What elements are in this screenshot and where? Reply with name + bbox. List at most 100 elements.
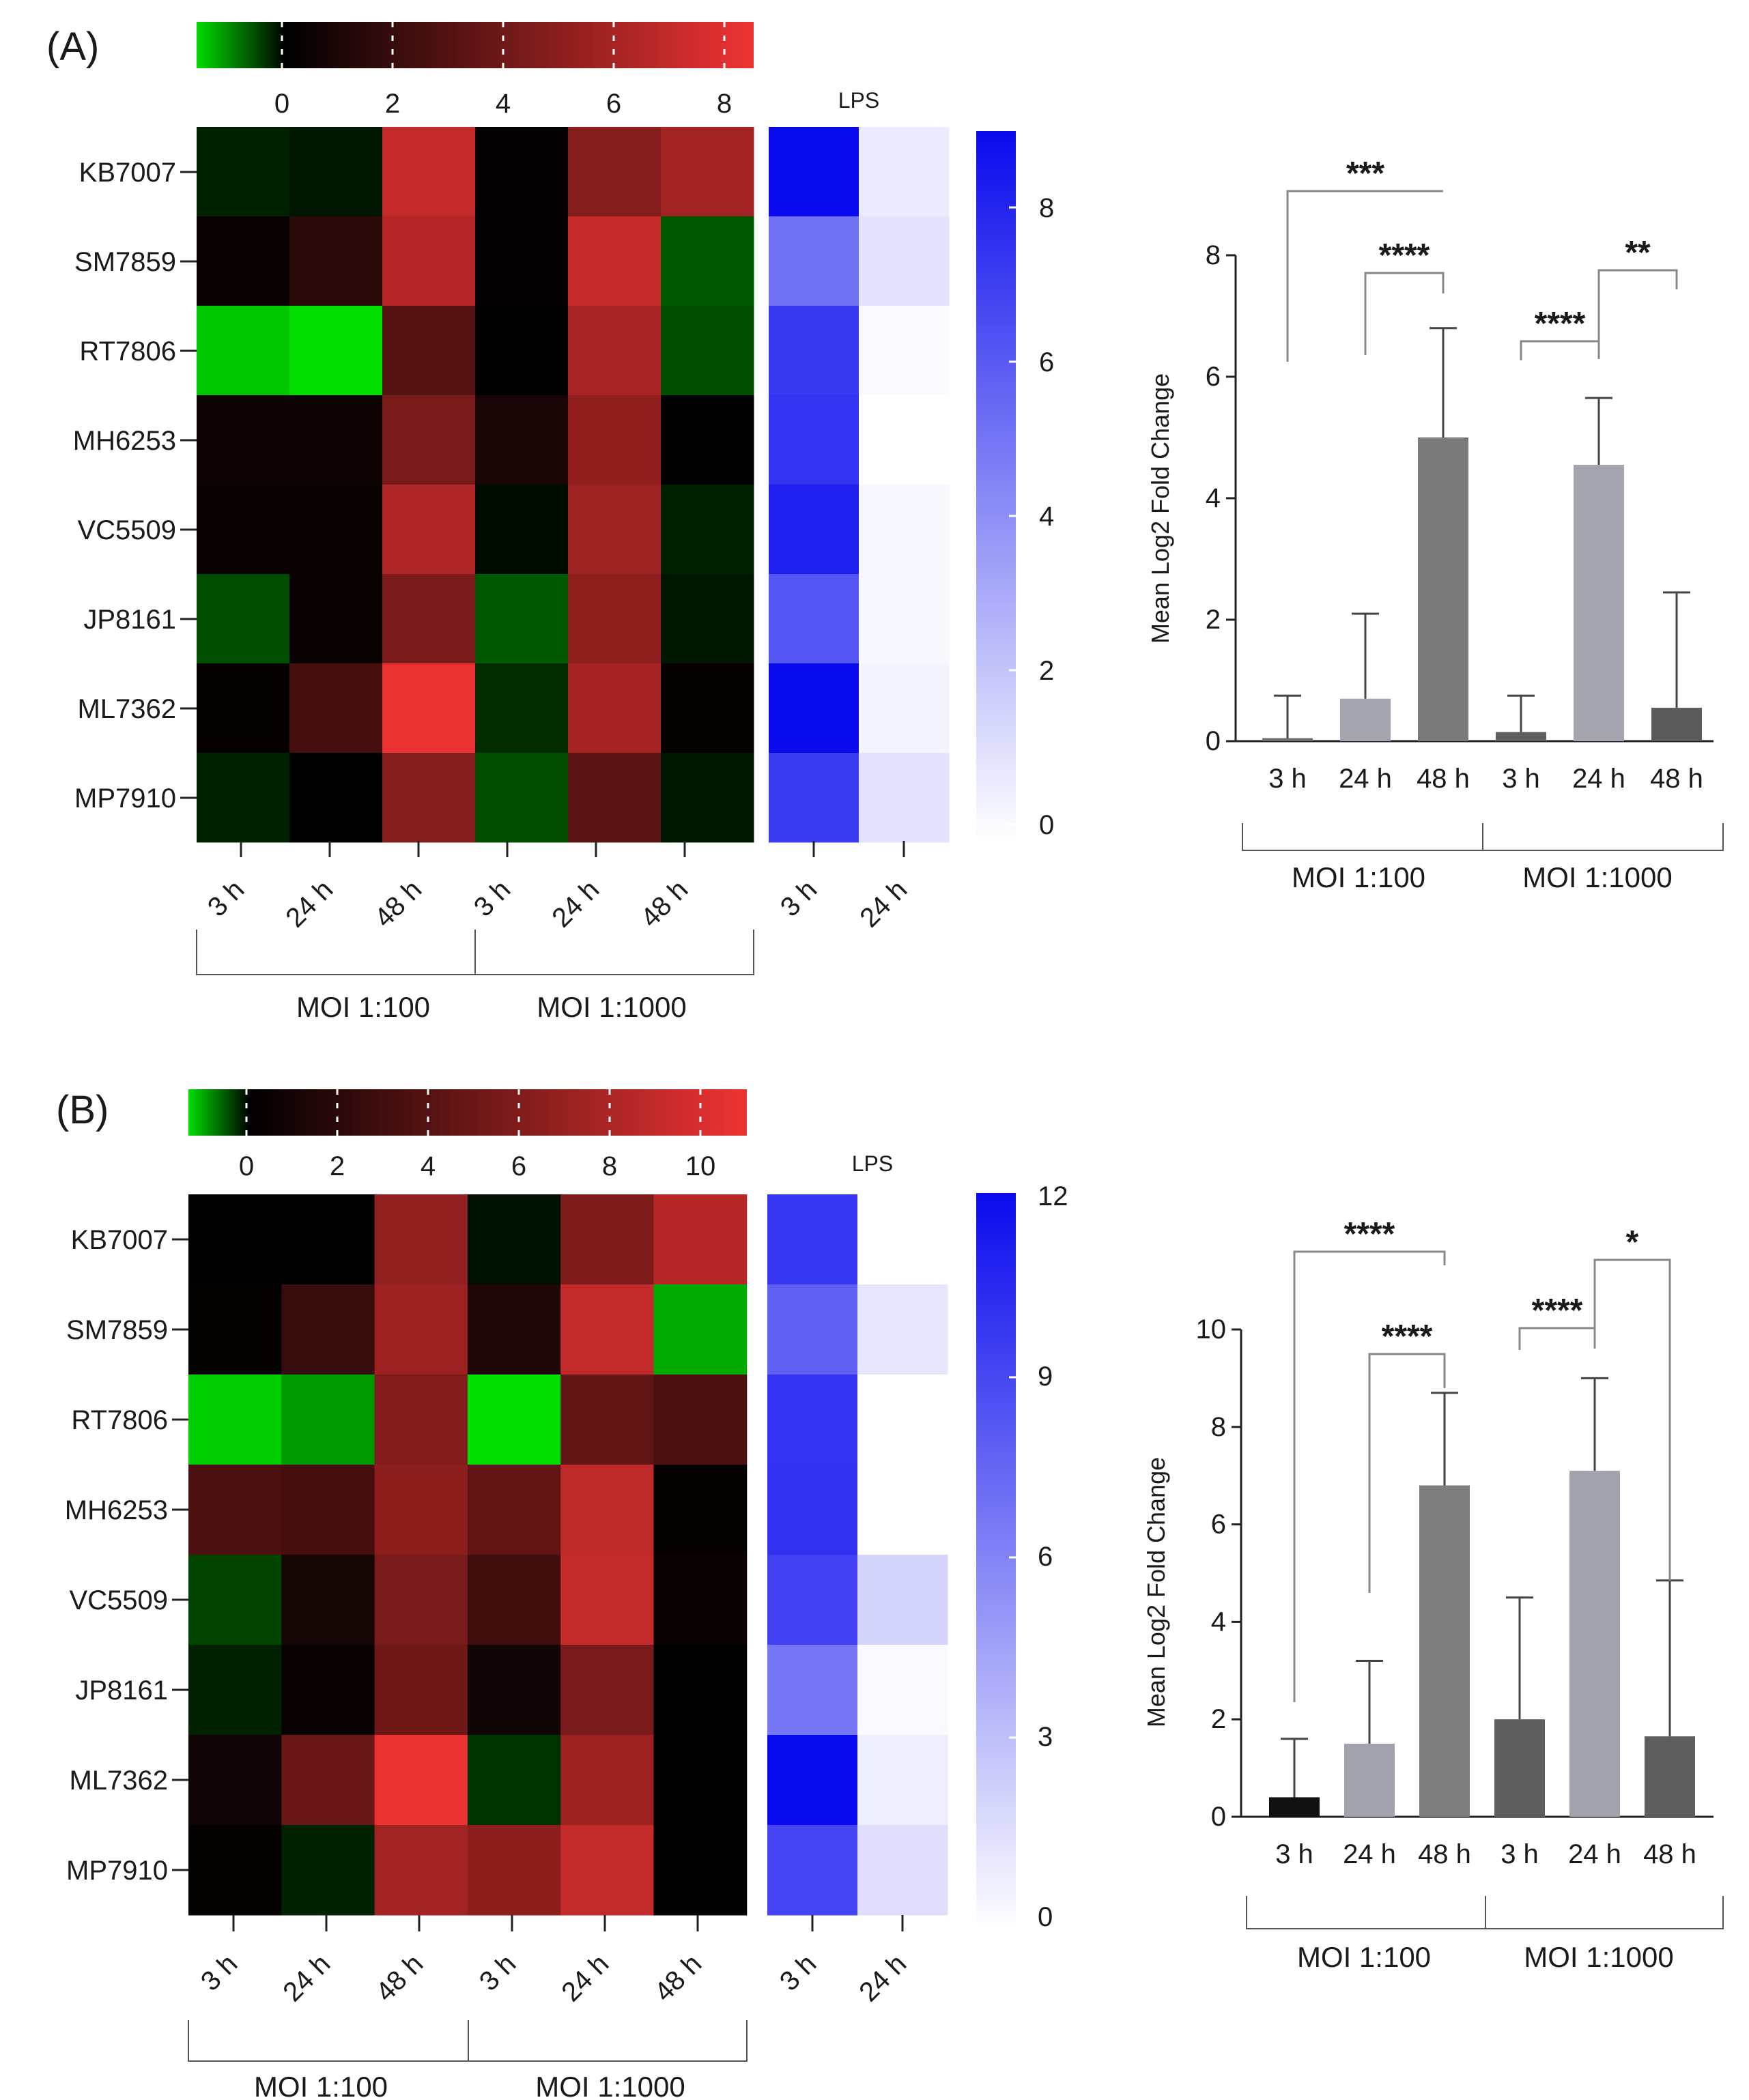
significance-bracket — [1520, 340, 1600, 360]
heatmap-cell — [197, 306, 290, 396]
lps-heatmap-cell — [857, 1465, 948, 1555]
lps-heatmap-cell — [767, 1645, 858, 1736]
panel-b-group-label: MOI 1:1000 — [535, 2071, 685, 2100]
heatmap-cell — [197, 127, 290, 217]
row-label: MH6253 — [65, 1495, 168, 1525]
heatmap-cell — [197, 485, 290, 575]
y-tick-label: 4 — [1211, 1607, 1226, 1637]
significance-bracket — [1368, 1353, 1446, 1593]
heatmap-cell — [568, 753, 662, 843]
heatmap-cell — [661, 127, 754, 217]
lps-heatmap-cell — [857, 1375, 948, 1465]
y-tick-label: 0 — [1211, 1802, 1226, 1832]
lps-column-label: 24 h — [853, 1948, 912, 2007]
y-tick-label: 6 — [1211, 1510, 1226, 1540]
heatmap-cell — [467, 1735, 561, 1826]
lps-heatmap-cell — [769, 395, 859, 485]
heatmap-cell — [281, 1375, 375, 1465]
heatmap-cell — [568, 127, 662, 217]
lps-column-label: 3 h — [774, 1948, 822, 1996]
heatmap-cell — [568, 216, 662, 306]
panel-a-group-bracket — [196, 930, 754, 975]
row-label: ML7362 — [77, 694, 176, 724]
panel-b-bar-group-label: MOI 1:1000 — [1524, 1941, 1673, 1973]
panel-a-bar-group-bracket — [1242, 823, 1724, 851]
column-label: 24 h — [277, 1948, 336, 2007]
lps-column-label: 24 h — [854, 874, 913, 933]
row-label: KB7007 — [71, 1225, 168, 1255]
bar — [1340, 698, 1391, 741]
heatmap-cell — [188, 1284, 282, 1375]
heatmap-cell — [560, 1735, 654, 1826]
panel-a-bar-group-label: MOI 1:100 — [1292, 861, 1425, 893]
heatmap-cell — [560, 1465, 654, 1555]
heatmap-cell — [374, 1645, 468, 1736]
bar — [1262, 738, 1313, 741]
heatmap-cell — [289, 127, 383, 217]
heatmap-cell — [281, 1284, 375, 1375]
heatmap-cell — [653, 1194, 748, 1285]
lps-heatmap-cell — [857, 1284, 948, 1375]
heatmap-cell — [289, 485, 383, 575]
heatmap-cell — [475, 753, 569, 843]
heatmap-cell — [197, 574, 290, 664]
heatmap-cell — [475, 127, 569, 217]
x-tick-label: 3 h — [1501, 1839, 1539, 1869]
significance-label: **** — [1379, 238, 1430, 274]
significance-bracket — [1593, 1258, 1671, 1581]
panel-a-lps-colorbar-tick: 6 — [1039, 347, 1054, 377]
row-label: KB7007 — [79, 158, 176, 188]
panel-b-label: (B) — [56, 1088, 109, 1132]
heatmap-cell — [475, 485, 569, 575]
lps-heatmap-cell — [769, 663, 859, 753]
panel-a-lps-colorbar — [976, 131, 1016, 841]
lps-heatmap-cell — [767, 1825, 858, 1916]
heatmap-cell — [560, 1645, 654, 1736]
panel-a-group-label: MOI 1:1000 — [537, 991, 686, 1023]
bar — [1494, 1719, 1545, 1817]
heatmap-cell — [661, 216, 754, 306]
x-tick-label: 3 h — [1268, 764, 1307, 794]
heatmap-cell — [467, 1645, 561, 1736]
panel-b: (B) 0 2 4 6 8 10 LPS KB7007 SM7859 RT780… — [56, 1088, 1724, 2100]
heatmap-cell — [188, 1735, 282, 1826]
lps-heatmap-cell — [859, 395, 950, 485]
heatmap-cell — [374, 1735, 468, 1826]
lps-heatmap-cell — [857, 1194, 948, 1285]
bar — [1496, 732, 1546, 741]
panel-a-colorbar-tick: 0 — [274, 89, 289, 119]
lps-heatmap-cell — [767, 1465, 858, 1555]
significance-bracket — [1597, 269, 1678, 359]
heatmap-cell — [560, 1555, 654, 1645]
panel-a-lps-colorbar-tick: 0 — [1039, 810, 1054, 840]
heatmap-cell — [653, 1825, 748, 1916]
bar — [1569, 1471, 1620, 1817]
heatmap-cell — [382, 306, 476, 396]
x-tick-label: 3 h — [1502, 764, 1540, 794]
heatmap-cell — [374, 1375, 468, 1465]
heatmap-cell — [374, 1555, 468, 1645]
row-label: SM7859 — [66, 1315, 168, 1345]
heatmap-cell — [382, 216, 476, 306]
lps-heatmap-cell — [857, 1645, 948, 1736]
heatmap-cell — [382, 127, 476, 217]
column-label: 48 h — [369, 874, 427, 933]
panel-b-y-axis-title: Mean Log2 Fold Change — [1142, 1457, 1170, 1727]
heatmap-cell — [661, 306, 754, 396]
column-label: 3 h — [202, 874, 250, 922]
row-label: MH6253 — [73, 426, 176, 456]
bar — [1418, 437, 1468, 741]
row-label: JP8161 — [75, 1675, 168, 1706]
x-tick-label: 24 h — [1568, 1839, 1621, 1869]
significance-label: ** — [1625, 235, 1651, 271]
heatmap-cell — [661, 395, 754, 485]
panel-b-colorbar-tick: 2 — [330, 1151, 345, 1181]
lps-heatmap-cell — [769, 574, 859, 664]
column-label: 3 h — [468, 874, 516, 922]
lps-heatmap-cell — [769, 306, 859, 396]
panel-a-label: (A) — [46, 25, 99, 69]
panel-b-group-bracket — [188, 2020, 748, 2062]
heatmap-cell — [197, 753, 290, 843]
y-tick-label: 4 — [1206, 483, 1221, 513]
